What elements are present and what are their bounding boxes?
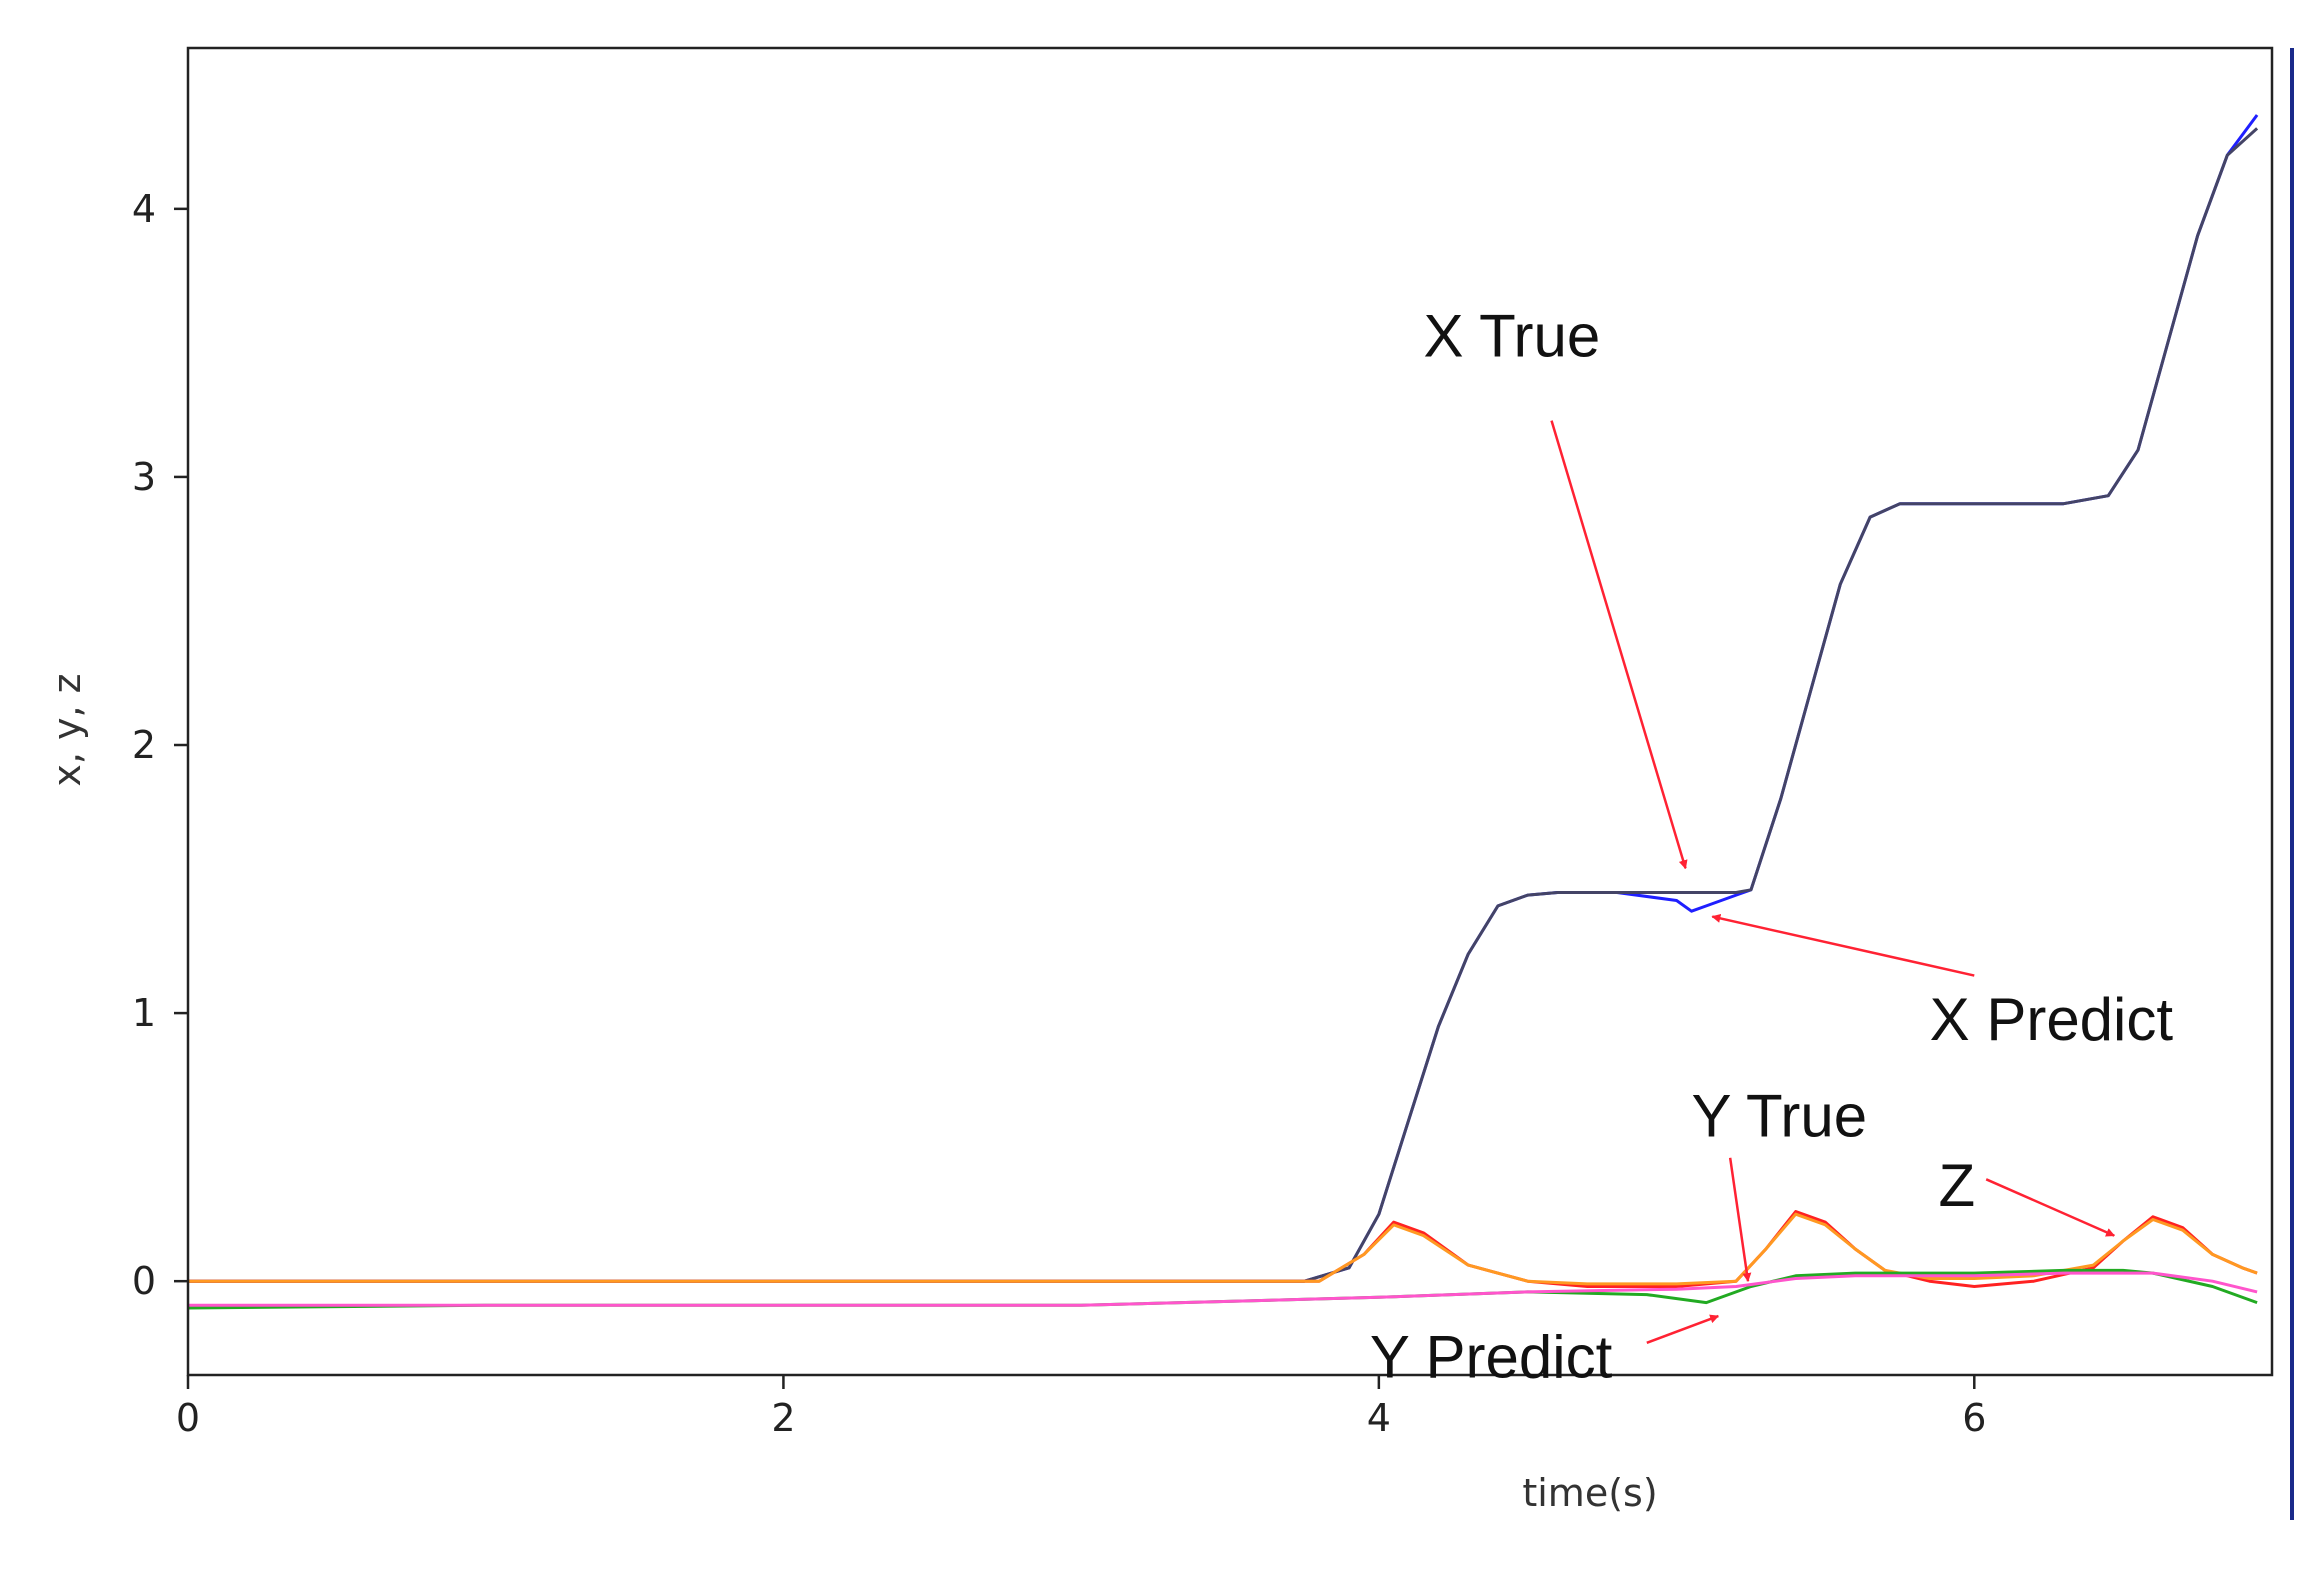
annotation-z: Z xyxy=(1939,1152,1976,1219)
annotation-y-predict: Y Predict xyxy=(1370,1324,1613,1391)
x-axis-label: time(s) xyxy=(1522,1471,1657,1515)
x-tick-label: 4 xyxy=(1367,1396,1391,1440)
series-line-4 xyxy=(188,1212,2258,1286)
y-tick-label: 0 xyxy=(132,1259,156,1303)
x-tick-label: 0 xyxy=(176,1396,200,1440)
y-tick-label: 4 xyxy=(132,187,156,231)
axes-layer: 0 2 4 6 0 1 2 3 4 xyxy=(132,46,2294,1520)
annotation-arrow-y-predict xyxy=(1646,1314,1720,1345)
y-axis-label: x, y, z xyxy=(45,673,89,786)
annotation-arrow-x-predict xyxy=(1711,913,1975,977)
plot-frame xyxy=(186,46,2274,1377)
x-tick-label: 2 xyxy=(771,1396,795,1440)
series-line-6 xyxy=(188,1271,2258,1307)
annotation-x-true: X True xyxy=(1424,302,1601,369)
y-tick-label: 1 xyxy=(132,991,156,1035)
annotation-arrow-y-true xyxy=(1728,1157,1752,1283)
series-line-2 xyxy=(188,127,2259,1283)
series-layer xyxy=(187,114,2259,1310)
annotation-y-true: Y True xyxy=(1691,1082,1867,1149)
annotation-layer: X True X Predict Y True Z Y Predict xyxy=(1370,302,2173,1390)
annotation-x-predict: X Predict xyxy=(1930,986,2174,1053)
y-tick-label: 2 xyxy=(132,723,156,767)
y-tick-label: 3 xyxy=(132,455,156,499)
x-tick-label: 6 xyxy=(1962,1396,1986,1440)
annotation-arrow-x-true xyxy=(1550,420,1688,870)
annotation-arrow-z xyxy=(1985,1178,2116,1237)
series-line-3 xyxy=(188,1210,2258,1288)
